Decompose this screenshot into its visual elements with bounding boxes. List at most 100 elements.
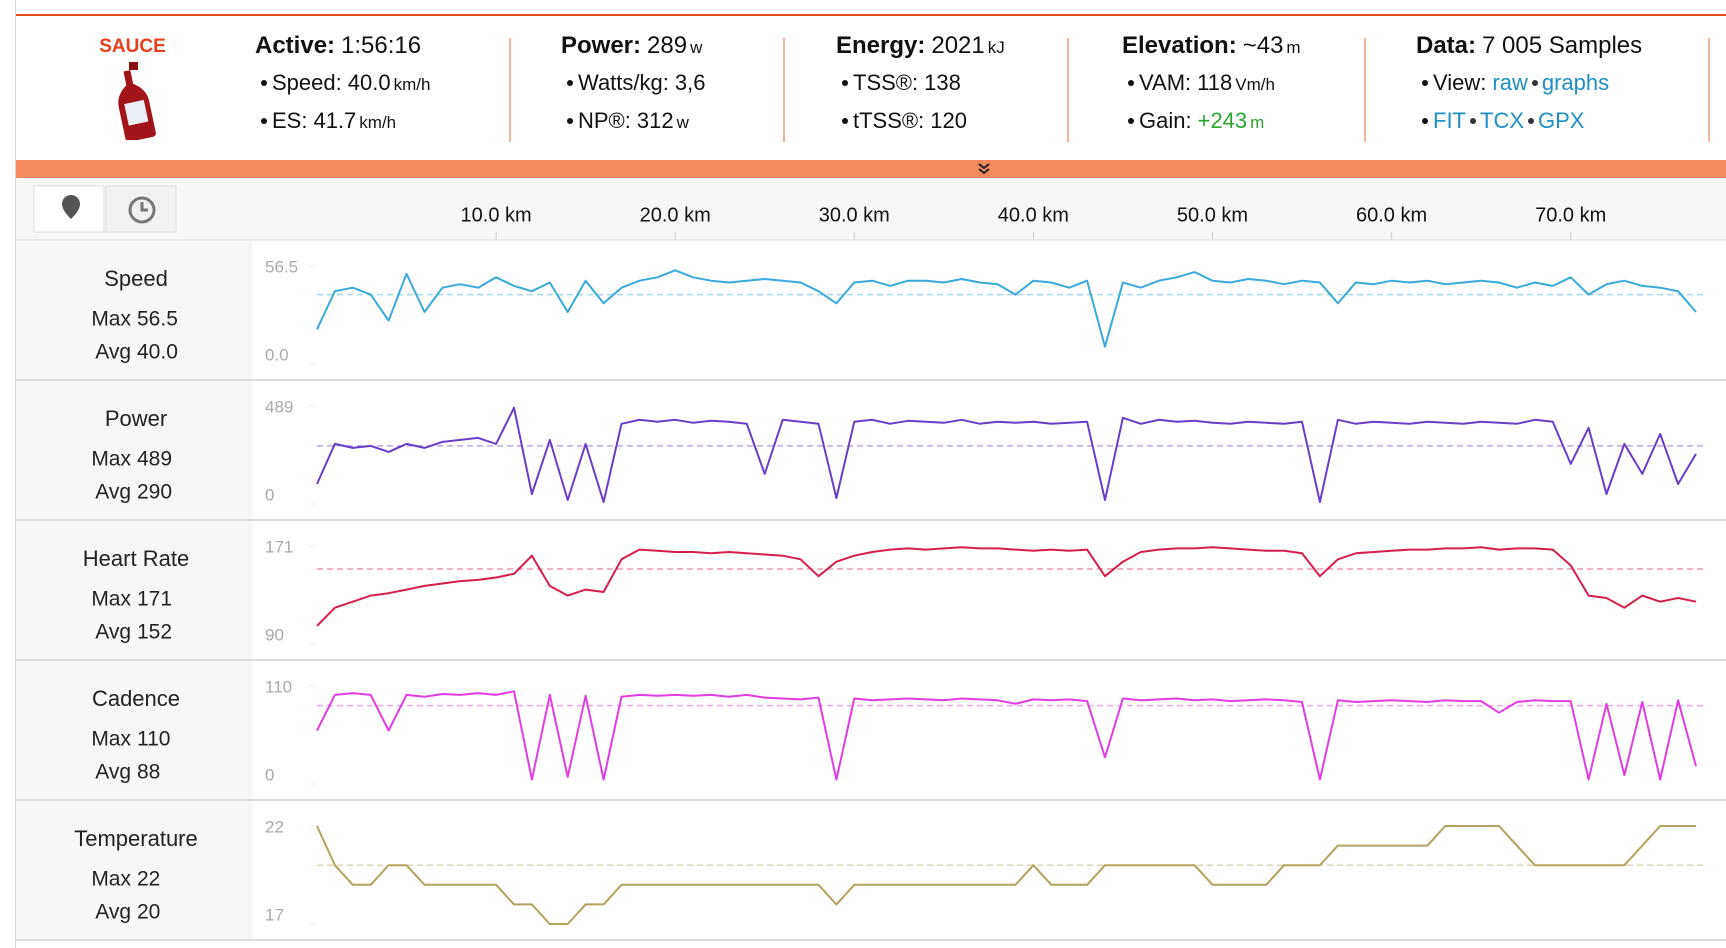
- link[interactable]: raw: [1492, 70, 1528, 95]
- stat-headline: Power: 289 w: [561, 32, 705, 70]
- pin-icon: [62, 195, 80, 219]
- panel-label-bg: [16, 801, 252, 939]
- series-line: [316, 269, 1697, 348]
- y-tick-label: 110: [265, 677, 292, 696]
- bullet: [261, 118, 267, 124]
- separator: [1708, 38, 1710, 142]
- series-line: [316, 546, 1697, 627]
- y-tick-label: 22: [265, 817, 284, 836]
- series-line: [316, 690, 1697, 781]
- row-label: Speed:: [272, 70, 342, 95]
- row-value: 120: [930, 108, 967, 133]
- avg-value: 152: [137, 621, 172, 644]
- y-tick-label: 90: [265, 625, 284, 644]
- max-value: 171: [137, 588, 172, 611]
- y-tick-label: 0: [265, 765, 274, 784]
- stat-value: 1:56:16: [341, 32, 422, 59]
- row-label: tTSS®:: [853, 108, 925, 133]
- stat-row: VAM: 118 Vm/h: [1122, 70, 1301, 108]
- row-unit: m: [1250, 113, 1265, 132]
- stat-label: Active:: [255, 32, 336, 59]
- collapse-icon[interactable]: [978, 163, 990, 175]
- max-label: Max: [91, 308, 131, 331]
- stat-row: FIT TCX GPX: [1416, 108, 1642, 146]
- link[interactable]: graphs: [1541, 70, 1610, 95]
- max-label: Max: [91, 448, 131, 471]
- y-tick-label: 171: [265, 537, 293, 556]
- series-line: [316, 406, 1697, 503]
- row-label: ES:: [272, 108, 308, 133]
- panel-name: Speed: [104, 266, 168, 291]
- panel-label-bg: [16, 521, 252, 659]
- bullet: [842, 80, 848, 86]
- panel-name: Power: [105, 406, 167, 431]
- avg-label: Avg: [95, 761, 131, 784]
- stat-row: tTSS®: 120: [836, 108, 1005, 146]
- row-value: 118: [1197, 70, 1233, 95]
- stat-unit: w: [690, 38, 703, 57]
- stat-group: Energy: 2021 kJ TSS®: 138 tTSS®: 120: [836, 32, 1005, 146]
- bullet: [1422, 80, 1428, 86]
- stat-row: Speed: 40.0 km/h: [255, 70, 430, 108]
- row-label: NP®:: [578, 108, 631, 133]
- row-value: 3,6: [674, 70, 706, 95]
- stat-group: Data: 7 005 Samples View: raw graphs FIT TCX GP…: [1416, 32, 1642, 146]
- panel-label-bg: [16, 661, 252, 799]
- collapse-bar[interactable]: [16, 160, 1726, 178]
- stat-unit: kJ: [987, 38, 1005, 57]
- row-value: 41.7: [313, 108, 357, 133]
- panel-label-bg: [16, 381, 252, 519]
- avg-value: 290: [137, 481, 172, 504]
- stat-label: Elevation:: [1122, 32, 1237, 59]
- stat-row: View: raw graphs: [1416, 70, 1642, 108]
- max-value: 56.5: [137, 308, 178, 331]
- stat-headline: Energy: 2021 kJ: [836, 32, 1005, 70]
- avg-value: 40.0: [137, 341, 178, 364]
- stat-unit: m: [1286, 38, 1301, 57]
- bottle-label: [124, 99, 149, 126]
- x-tick-label: 20.0 km: [640, 204, 711, 226]
- panel-name: Cadence: [92, 686, 180, 711]
- x-tick-label: 50.0 km: [1177, 204, 1248, 226]
- link[interactable]: FIT: [1433, 108, 1466, 133]
- separator: [509, 38, 511, 142]
- panel-name: Temperature: [74, 826, 198, 851]
- stat-label: Data:: [1416, 32, 1477, 59]
- avg-label: Avg: [95, 481, 131, 504]
- stat-value: ~43: [1242, 32, 1284, 59]
- bullet: [1470, 118, 1476, 124]
- separator: [1067, 38, 1069, 142]
- bullet: [1128, 118, 1134, 124]
- x-tick-label: 40.0 km: [998, 204, 1069, 226]
- link[interactable]: TCX: [1480, 108, 1524, 133]
- link[interactable]: GPX: [1538, 108, 1585, 133]
- bullet: [261, 80, 267, 86]
- stat-value: 289: [647, 32, 688, 59]
- stat-headline: Data: 7 005 Samples: [1416, 32, 1642, 70]
- max-value: 489: [137, 448, 172, 471]
- bullet: [567, 118, 573, 124]
- series-line: [316, 825, 1696, 925]
- bullet: [1422, 118, 1428, 124]
- stat-headline: Elevation: ~43 m: [1122, 32, 1301, 70]
- y-tick-label: 489: [265, 397, 293, 416]
- x-tick-label: 30.0 km: [819, 204, 890, 226]
- left-border: [15, 0, 16, 948]
- row-value: 138: [924, 70, 961, 95]
- stat-row: ES: 41.7 km/h: [255, 108, 430, 146]
- max-label: Max: [91, 588, 131, 611]
- row-unit: km/h: [359, 113, 397, 132]
- separator: [783, 38, 785, 142]
- stat-value: 7 005 Samples: [1482, 32, 1643, 59]
- panel-label-bg: [16, 241, 252, 379]
- avg-label: Avg: [95, 621, 131, 644]
- bottle-cap: [129, 62, 138, 70]
- stat-label: Power:: [561, 32, 642, 59]
- stat-group: Active: 1:56:16 Speed: 40.0 km/h ES: 41.7 km/h: [255, 32, 430, 146]
- y-tick-label: 0: [265, 485, 274, 504]
- clock-icon: [128, 196, 156, 224]
- x-tick-label: 10.0 km: [461, 204, 532, 226]
- clock-hands: [140, 202, 148, 212]
- y-tick-label: 17: [265, 905, 284, 924]
- panel-name: Heart Rate: [83, 546, 189, 571]
